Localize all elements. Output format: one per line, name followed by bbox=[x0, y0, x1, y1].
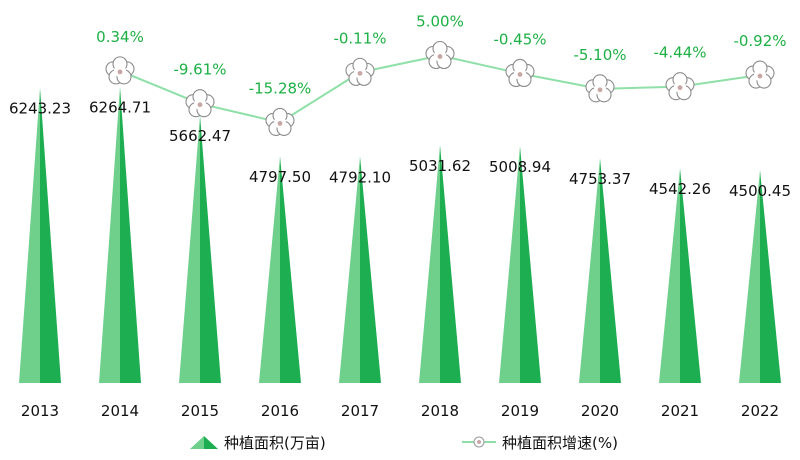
x-axis-ticks: 2013 2014 2015 2016 2017 2018 2019 2020 2021 2022 bbox=[21, 402, 779, 420]
bar-2016-left[interactable] bbox=[259, 156, 280, 383]
growth-value-label-2018: 5.00% bbox=[416, 13, 464, 31]
growth-value-label-2020: -5.10% bbox=[573, 46, 626, 64]
bar-2017-left[interactable] bbox=[339, 156, 360, 383]
legend-item-growth[interactable]: 种植面积增速(%) bbox=[462, 428, 618, 456]
bar-2014-left[interactable] bbox=[99, 86, 120, 384]
legend-area-icon bbox=[190, 436, 218, 449]
cotton-marker-2015[interactable] bbox=[185, 89, 215, 118]
bar-2020-left[interactable] bbox=[579, 158, 600, 383]
cotton-marker-2022[interactable] bbox=[745, 60, 775, 89]
bar-2019-left[interactable] bbox=[499, 146, 520, 383]
cotton-marker-2014[interactable] bbox=[105, 56, 135, 85]
bar-value-label-2016: 4797.50 bbox=[249, 168, 311, 186]
x-tick-label-2016: 2016 bbox=[261, 402, 299, 420]
bar-2021-right[interactable] bbox=[680, 168, 701, 383]
bar-2016-right[interactable] bbox=[280, 156, 301, 383]
legend-area-label: 种植面积(万亩) bbox=[224, 433, 326, 452]
bar-value-label-2018: 5031.62 bbox=[409, 157, 471, 175]
bar-value-label-2020: 4753.37 bbox=[569, 170, 631, 188]
x-tick-label-2022: 2022 bbox=[741, 402, 779, 420]
x-tick-label-2020: 2020 bbox=[581, 402, 619, 420]
legend-item-area[interactable]: 种植面积(万亩) bbox=[190, 428, 326, 456]
cotton-marker-2020[interactable] bbox=[585, 74, 615, 103]
bar-2015-right[interactable] bbox=[200, 115, 221, 384]
bar-2020-right[interactable] bbox=[600, 158, 621, 383]
bar-2018-left[interactable] bbox=[419, 145, 440, 383]
bar-value-label-2021: 4542.26 bbox=[649, 180, 711, 198]
bar-value-label-2022: 4500.45 bbox=[729, 182, 791, 200]
x-tick-label-2021: 2021 bbox=[661, 402, 699, 420]
bar-2018-right[interactable] bbox=[440, 145, 461, 383]
x-tick-label-2013: 2013 bbox=[21, 402, 59, 420]
bar-2014-right[interactable] bbox=[120, 86, 141, 384]
bar-value-label-2015: 5662.47 bbox=[169, 127, 231, 145]
growth-labels-layer: 0.34% -9.61% -15.28% -0.11% 5.00% -0.45% -5.10… bbox=[96, 13, 786, 98]
cotton-marker-2021[interactable] bbox=[665, 72, 695, 101]
bar-labels-layer: 6243.23 6264.71 5662.47 4797.50 4792.10 5031.… bbox=[9, 99, 791, 200]
cotton-marker-2017[interactable] bbox=[345, 57, 375, 86]
bar-value-label-2019: 5008.94 bbox=[489, 158, 551, 176]
growth-value-label-2014: 0.34% bbox=[96, 28, 144, 46]
cotton-marker-2018[interactable] bbox=[425, 40, 455, 70]
bar-2013-left[interactable] bbox=[19, 87, 40, 383]
growth-value-label-2017: -0.11% bbox=[333, 29, 386, 47]
bar-2019-right[interactable] bbox=[520, 146, 541, 383]
bar-2017-right[interactable] bbox=[360, 156, 381, 383]
bar-2022-left[interactable] bbox=[739, 170, 760, 383]
legend-growth-label: 种植面积增速(%) bbox=[502, 433, 618, 452]
growth-line-layer bbox=[105, 40, 775, 136]
x-tick-label-2018: 2018 bbox=[421, 402, 459, 420]
cotton-marker-2016[interactable] bbox=[265, 107, 295, 136]
bars-layer bbox=[19, 86, 781, 384]
bar-value-label-2013: 6243.23 bbox=[9, 100, 71, 118]
growth-value-label-2015: -9.61% bbox=[173, 61, 226, 79]
legend: 种植面积(万亩) 种植面积增速(%) bbox=[0, 428, 800, 456]
growth-value-label-2022: -0.92% bbox=[733, 32, 786, 50]
x-tick-label-2014: 2014 bbox=[101, 402, 139, 420]
bar-value-label-2017: 4792.10 bbox=[329, 168, 391, 186]
legend-cotton-icon bbox=[462, 436, 496, 448]
growth-value-label-2016: -15.28% bbox=[249, 79, 312, 97]
growth-value-label-2019: -0.45% bbox=[493, 30, 546, 48]
x-tick-label-2015: 2015 bbox=[181, 402, 219, 420]
cotton-marker-2019[interactable] bbox=[505, 58, 535, 88]
x-tick-label-2019: 2019 bbox=[501, 402, 539, 420]
growth-value-label-2021: -4.44% bbox=[653, 44, 706, 62]
bar-2013-right[interactable] bbox=[40, 87, 61, 383]
bar-2015-left[interactable] bbox=[179, 115, 200, 384]
bar-value-label-2014: 6264.71 bbox=[89, 99, 151, 117]
x-tick-label-2017: 2017 bbox=[341, 402, 379, 420]
bar-2022-right[interactable] bbox=[760, 170, 781, 383]
bar-2021-left[interactable] bbox=[659, 168, 680, 383]
